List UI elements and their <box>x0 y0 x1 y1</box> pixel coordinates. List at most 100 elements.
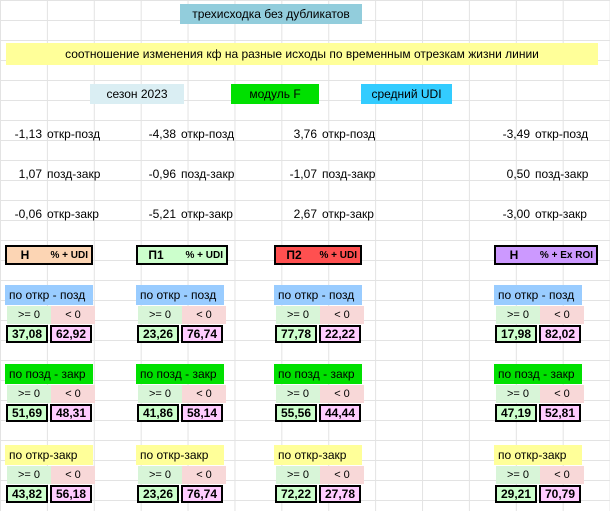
change-value[interactable]: -1,13 <box>14 127 42 141</box>
column-metric: % + UDI <box>50 249 88 261</box>
column-header-badge[interactable]: Н % + Ex ROI <box>494 245 598 265</box>
pct-positive[interactable]: 55,56 <box>275 404 317 422</box>
sign-label-pos: >= 0 <box>138 466 182 484</box>
sign-label-neg: < 0 <box>51 306 95 324</box>
pct-negative[interactable]: 44,44 <box>319 404 361 422</box>
sign-label-pos: >= 0 <box>276 306 320 324</box>
sign-label-neg: < 0 <box>540 385 584 403</box>
change-value[interactable]: 2,67 <box>293 207 317 221</box>
change-label[interactable]: откр-закр <box>47 207 99 221</box>
period-band[interactable]: по откр - позд <box>494 285 582 305</box>
change-label[interactable]: откр-закр <box>535 207 587 221</box>
sign-label-pos: >= 0 <box>138 306 182 324</box>
pct-positive[interactable]: 47,19 <box>495 404 537 422</box>
season-label[interactable]: сезон 2023 <box>90 84 184 104</box>
pct-negative[interactable]: 52,81 <box>539 404 581 422</box>
change-value[interactable]: 0,50 <box>506 167 530 181</box>
sign-label-neg: < 0 <box>320 466 364 484</box>
change-label[interactable]: позд-закр <box>535 167 589 181</box>
sign-label-neg: < 0 <box>182 306 226 324</box>
change-value[interactable]: 1,07 <box>18 167 42 181</box>
pct-negative[interactable]: 56,18 <box>50 485 92 503</box>
column-metric: % + UDI <box>319 249 357 261</box>
period-band[interactable]: по откр - позд <box>274 285 362 305</box>
pct-positive[interactable]: 41,86 <box>137 404 179 422</box>
pct-positive[interactable]: 51,69 <box>6 404 48 422</box>
change-label[interactable]: позд-закр <box>181 167 235 181</box>
sign-label-neg: < 0 <box>51 466 95 484</box>
pct-positive[interactable]: 72,22 <box>275 485 317 503</box>
period-band[interactable]: по позд - закр <box>136 364 224 384</box>
sign-label-pos: >= 0 <box>276 466 320 484</box>
pct-negative[interactable]: 48,31 <box>50 404 92 422</box>
change-value[interactable]: -0,96 <box>148 167 176 181</box>
sign-label-neg: < 0 <box>540 466 584 484</box>
column-key: Н <box>20 248 30 262</box>
pct-negative[interactable]: 70,79 <box>539 485 581 503</box>
sign-label-pos: >= 0 <box>138 385 182 403</box>
pct-positive[interactable]: 37,08 <box>6 325 48 343</box>
pct-positive[interactable]: 23,26 <box>137 325 179 343</box>
sign-label-pos: >= 0 <box>496 466 540 484</box>
period-band[interactable]: по откр-закр <box>274 445 362 465</box>
sign-label-pos: >= 0 <box>7 385 51 403</box>
pct-positive[interactable]: 43,82 <box>6 485 48 503</box>
pct-negative[interactable]: 58,14 <box>181 404 223 422</box>
change-label[interactable]: откр-позд <box>47 127 101 141</box>
column-metric: % + Ex ROI <box>539 249 593 261</box>
change-value[interactable]: -1,07 <box>289 167 317 181</box>
sign-label-pos: >= 0 <box>496 306 540 324</box>
period-band[interactable]: по позд - закр <box>494 364 582 384</box>
sign-label-neg: < 0 <box>540 306 584 324</box>
sign-label-pos: >= 0 <box>7 466 51 484</box>
sheet-title[interactable]: трехисходка без дубликатов <box>180 4 362 24</box>
sign-label-pos: >= 0 <box>496 385 540 403</box>
change-label[interactable]: позд-закр <box>47 167 101 181</box>
pct-positive[interactable]: 17,98 <box>495 325 537 343</box>
sheet-subtitle[interactable]: соотношение изменения кф на разные исход… <box>6 43 598 65</box>
change-label[interactable]: откр-позд <box>181 127 235 141</box>
pct-positive[interactable]: 29,21 <box>495 485 537 503</box>
pct-negative[interactable]: 82,02 <box>539 325 581 343</box>
period-band[interactable]: по откр - позд <box>5 285 93 305</box>
pct-positive[interactable]: 23,26 <box>137 485 179 503</box>
sign-label-neg: < 0 <box>320 306 364 324</box>
sign-label-neg: < 0 <box>182 466 226 484</box>
change-value[interactable]: -3,49 <box>502 127 530 141</box>
sign-label-neg: < 0 <box>182 385 226 403</box>
period-band[interactable]: по откр-закр <box>136 445 224 465</box>
column-key: Н <box>509 248 519 262</box>
period-band[interactable]: по позд - закр <box>274 364 362 384</box>
udi-label[interactable]: средний UDI <box>361 84 452 104</box>
column-header-badge[interactable]: П2 % + UDI <box>274 245 362 265</box>
column-metric: % + UDI <box>185 249 223 261</box>
pct-negative[interactable]: 62,92 <box>50 325 92 343</box>
column-header-badge[interactable]: П1 % + UDI <box>136 245 228 265</box>
pct-negative[interactable]: 22,22 <box>319 325 361 343</box>
change-value[interactable]: -0,06 <box>14 207 42 221</box>
change-value[interactable]: -3,00 <box>502 207 530 221</box>
change-value[interactable]: -4,38 <box>148 127 176 141</box>
change-value[interactable]: 3,76 <box>293 127 317 141</box>
sign-label-neg: < 0 <box>320 385 364 403</box>
pct-negative[interactable]: 27,78 <box>319 485 361 503</box>
period-band[interactable]: по позд - закр <box>5 364 93 384</box>
pct-positive[interactable]: 77,78 <box>275 325 317 343</box>
column-key: П1 <box>148 248 164 262</box>
pct-negative[interactable]: 76,74 <box>181 325 223 343</box>
change-label[interactable]: откр-закр <box>181 207 233 221</box>
period-band[interactable]: по откр - позд <box>136 285 224 305</box>
period-band[interactable]: по откр-закр <box>5 445 93 465</box>
pct-negative[interactable]: 76,74 <box>181 485 223 503</box>
change-label[interactable]: откр-позд <box>535 127 589 141</box>
period-band[interactable]: по откр-закр <box>494 445 582 465</box>
change-value[interactable]: -5,21 <box>148 207 176 221</box>
column-header-badge[interactable]: Н % + UDI <box>5 245 93 265</box>
sign-label-pos: >= 0 <box>276 385 320 403</box>
change-label[interactable]: откр-закр <box>322 207 374 221</box>
change-label[interactable]: позд-закр <box>322 167 376 181</box>
change-label[interactable]: откр-позд <box>322 127 376 141</box>
modul-label[interactable]: модуль F <box>231 84 319 104</box>
sign-label-pos: >= 0 <box>7 306 51 324</box>
